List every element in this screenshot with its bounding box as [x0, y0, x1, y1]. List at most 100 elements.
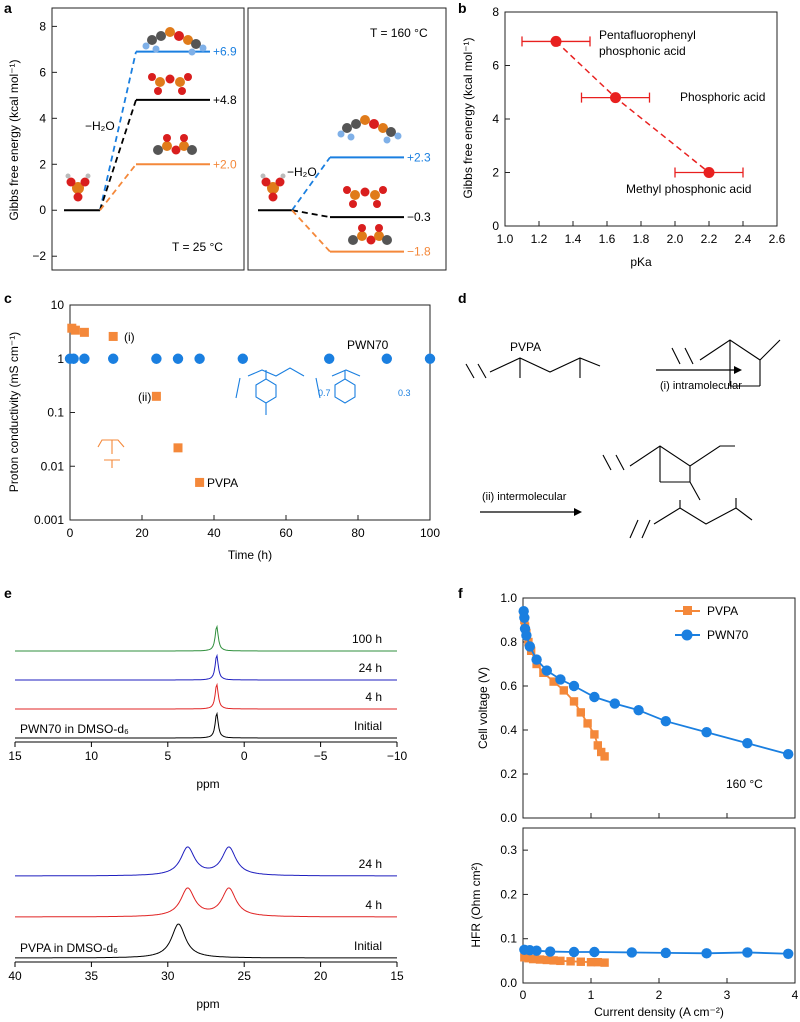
panel-f1-pvpa-point [600, 752, 609, 761]
subscript-07: 0.7 [318, 388, 331, 398]
panel-b-ytick-label: 4 [492, 112, 499, 126]
nmr-trace-label: 100 h [352, 632, 382, 646]
legend-pwn70-label: PWN70 [707, 628, 749, 642]
panel-f1-pvpa-point [559, 686, 568, 695]
panel-b-xtick-label: 1.8 [633, 232, 650, 246]
panel-b-xtick-label: 2.4 [735, 232, 752, 246]
panel-b-xtick-label: 1.2 [531, 232, 548, 246]
nmr-trace-label: Initial [354, 719, 382, 733]
panel-c-pwn70-point [381, 353, 392, 364]
panel-f2-pvpa-point [586, 957, 596, 967]
nmr-xtick-label: −10 [387, 749, 408, 763]
panel-c-ytick-label: 0.001 [34, 513, 64, 527]
panel-f1-ytick-label: 0.2 [500, 767, 517, 781]
panel-f2-pwn70-point [626, 947, 637, 958]
nmr-trace [15, 846, 397, 877]
panel-b-ylabel: Gibbs free energy (kcal mol⁻¹) [461, 37, 475, 198]
panel-a-right-frame [247, 7, 447, 271]
panel-c-pvpa-point [151, 391, 161, 401]
panel-f2-pwn70-point [531, 945, 542, 956]
panel-f1-pwn70-point [531, 654, 542, 665]
panel-c-pvpa-point [70, 325, 80, 335]
panel-f-xtick-label: 1 [588, 988, 595, 1002]
panel-a-ylabel: Gibbs free energy (kcal mol⁻¹) [7, 59, 21, 220]
nmr-xtick-label: 40 [8, 969, 22, 983]
panel-f2-pwn70-point [545, 946, 556, 957]
panel-f2-pwn70-point [742, 947, 753, 958]
panel-f1-ytick-label: 0.8 [500, 635, 517, 649]
panel-c-pwn70-point [151, 353, 162, 364]
panel-c-ylabel: Proton conductivity (mS cm⁻¹) [7, 332, 21, 492]
panel-a-transition-4 [291, 209, 331, 219]
panel-b-ytick-label: 2 [492, 166, 499, 180]
panel-c-pwn70-point [194, 353, 205, 364]
panel-c-pwn70-point [79, 353, 90, 364]
panel-f2-ytick-label: 0.1 [500, 932, 517, 946]
panel-d-arrowhead-1 [734, 366, 742, 374]
panel-c-pwn70-point [424, 353, 436, 364]
panel-b-ytick-label: 8 [492, 5, 499, 19]
panel-c-ytick-label: 1 [57, 352, 64, 366]
nmr-trace-label: 4 h [365, 898, 382, 912]
panel-c-pvpa-point [173, 443, 183, 453]
nmr-trace [15, 923, 397, 959]
panel-f-xtick-label: 2 [656, 988, 663, 1002]
panel-a-ytick-label: −2 [32, 249, 46, 263]
nmr-xtick-label: 10 [85, 749, 99, 763]
panel-f2-pwn70-point [783, 948, 794, 959]
panel-a-right-title: T = 160 °C [370, 26, 428, 40]
panel-c-annot-i: (i) [124, 330, 135, 344]
panel-a-level-label-5: −1.8 [407, 245, 431, 259]
nmr-xtick-label: −5 [314, 749, 328, 763]
panel-f1-ytick-label: 0.0 [500, 811, 517, 825]
panel-label-a: a [4, 0, 12, 16]
panel-f2-pwn70-point [701, 948, 712, 959]
panel-f2-pvpa-point [549, 956, 558, 965]
nmr-xtick-label: 0 [241, 749, 248, 763]
nmr-trace [15, 624, 397, 652]
panel-b-xtick-label: 2.6 [769, 232, 786, 246]
panel-f-xtick-label: 0 [520, 988, 527, 1002]
panel-b-point-label-line: Pentafluorophenyl [599, 28, 696, 42]
panel-c-xtick-label: 0 [67, 526, 74, 540]
panel-c-pvpa-point [108, 331, 118, 341]
panel-b-ytick-label: 0 [492, 219, 499, 233]
panel-a-transition-3 [291, 156, 331, 211]
panel-b-xtick-label: 1.4 [565, 232, 582, 246]
panel-f2-ytick-label: 0.3 [500, 843, 517, 857]
panel-f2-pvpa-point [593, 957, 602, 967]
panel-label-b: b [458, 0, 467, 16]
pvpa-chain-icon [465, 339, 781, 539]
panel-b-point-label: Phosphoric acid [680, 90, 765, 104]
panel-f2-ytick-label: 0.2 [500, 887, 517, 901]
panel-f1-annotation: 160 °C [726, 777, 763, 791]
panel-f: Cell voltage (V) HFR (Ohm cm²) Current d… [469, 591, 799, 1019]
panel-f-xlabel: Current density (A cm⁻²) [594, 1005, 724, 1019]
panel-b-point [550, 35, 562, 47]
panel-f2-ytick-label: 0.0 [500, 976, 517, 990]
panel-a-transition-1 [99, 99, 137, 211]
panel-f1-pwn70-point [524, 641, 535, 652]
panel-f1-ytick-label: 1.0 [500, 591, 517, 605]
panel-f1-pwn70-point [568, 680, 580, 692]
panel-b-xtick-label: 1.0 [497, 232, 514, 246]
panel-b-trend-line [555, 40, 710, 174]
panel-e1-sample: PWN70 in DMSO-d₆ [20, 722, 129, 736]
panel-c-ytick-label: 0.1 [47, 406, 64, 420]
panel-a-step-label-left: −H₂O [85, 119, 115, 133]
panel-f2-pwn70-point [568, 946, 580, 958]
panel-c-ytick-label: 10 [51, 298, 65, 312]
panel-c-xtick-label: 60 [279, 526, 293, 540]
panel-d: PVPA (i) intramolecular (ii) intermolecu… [465, 339, 781, 539]
panel-label-c: c [4, 290, 12, 306]
panel-b-xtick-label: 2.0 [667, 232, 684, 246]
panel-a-level-label-4: −0.3 [407, 210, 431, 224]
panel-f2-pvpa-point [576, 957, 585, 966]
nmr-xtick-label: 35 [85, 969, 99, 983]
panel-f1-pvpa-point [569, 697, 579, 706]
panel-c-legend-pwn70: PWN70 [347, 338, 389, 352]
pwn70-structure-icon [235, 367, 361, 415]
panel-f1-pvpa-point [549, 677, 558, 686]
panel-a-level-label-1: +4.8 [213, 93, 237, 107]
panel-a-level-label-0: +6.9 [213, 45, 237, 59]
